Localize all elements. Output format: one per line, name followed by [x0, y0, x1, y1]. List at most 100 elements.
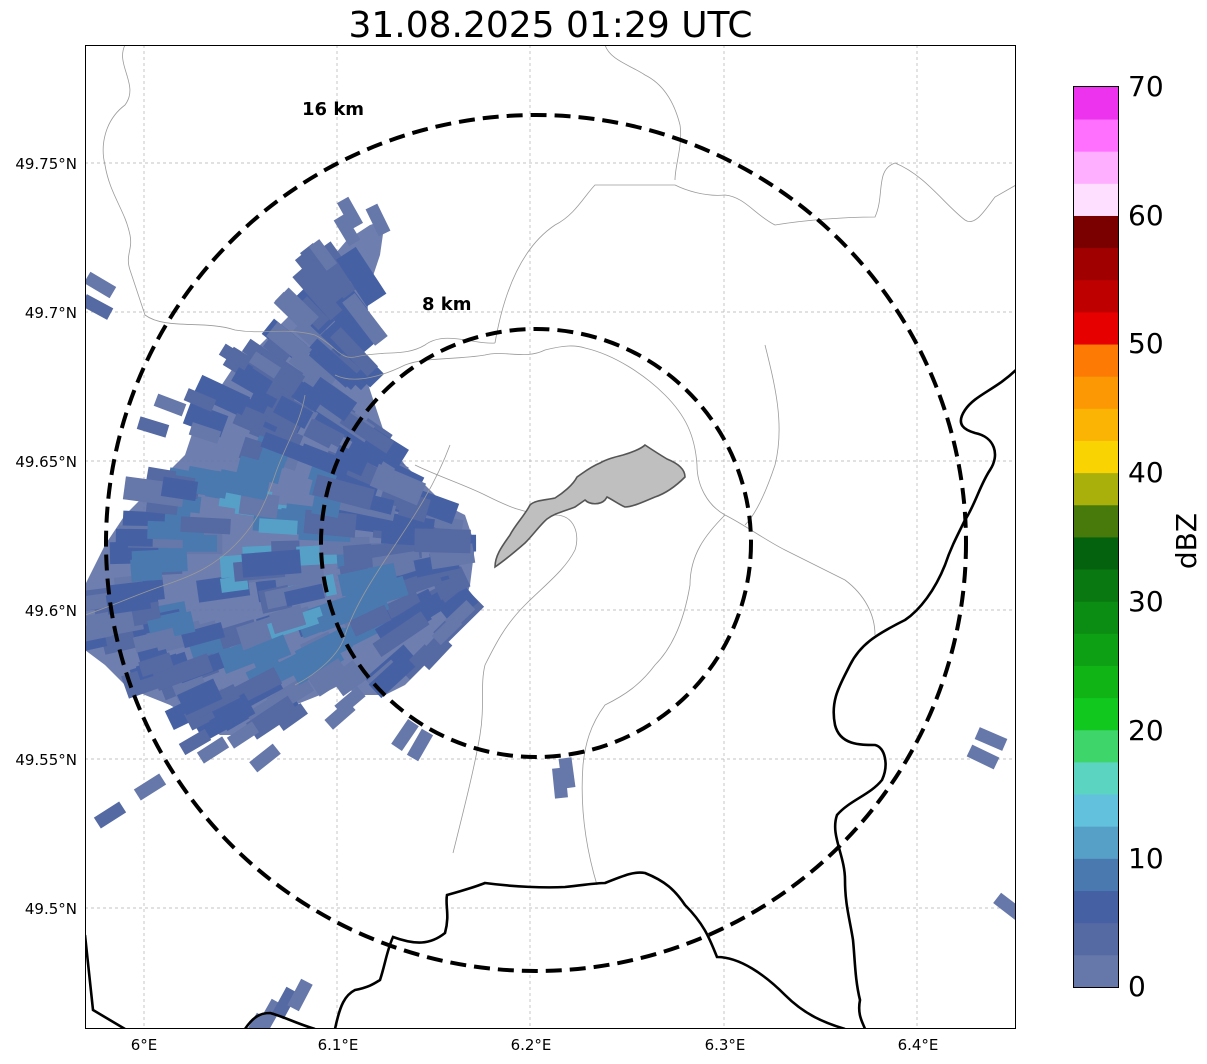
colorbar-tick-30: 30	[1128, 585, 1164, 618]
colorbar-segment	[1074, 440, 1118, 474]
radar-gate	[260, 432, 315, 466]
colorbar-frame	[1073, 86, 1119, 988]
radar-gate	[334, 686, 366, 716]
colorbar-segment	[1074, 697, 1118, 731]
radar-gate	[152, 653, 214, 691]
radar-gate	[272, 986, 298, 1020]
radar-gate	[180, 622, 225, 649]
radar-gate	[153, 393, 187, 417]
radar-gate	[345, 575, 409, 614]
radar-gate	[306, 338, 362, 390]
radar-gate	[336, 196, 364, 230]
radar-gate	[431, 566, 471, 601]
radar-gate	[302, 259, 332, 291]
radar-gate	[249, 743, 281, 773]
radar-gate	[182, 402, 229, 438]
radar-gate	[331, 444, 370, 477]
ring-label-16km: 16 km	[302, 99, 364, 120]
commune-boundary	[102, 45, 496, 358]
radar-gate	[261, 405, 302, 436]
colorbar-label: dBZ	[1170, 512, 1203, 570]
range-rings	[104, 113, 968, 973]
lon-label-6-2: 6.2°E	[510, 1036, 552, 1054]
colorbar-segment	[1074, 633, 1118, 666]
commune-boundary	[581, 514, 726, 886]
colorbar-segment	[1074, 826, 1118, 859]
radar-gate	[276, 702, 308, 732]
radar-gate	[274, 291, 306, 323]
radar-gate	[431, 614, 463, 646]
national-borders	[85, 369, 1016, 1029]
radar-gate	[348, 604, 392, 637]
colorbar-segment	[1074, 954, 1118, 988]
colorbar-segment	[1074, 183, 1118, 216]
colorbar-segment	[1074, 729, 1118, 763]
radar-gate	[160, 476, 199, 502]
colorbar-tick-0: 0	[1128, 970, 1146, 1003]
colorbar-segment	[1074, 794, 1118, 827]
radar-gate	[85, 294, 114, 320]
reflectivity-layer	[85, 196, 1016, 1029]
lon-label-6-4: 6.4°E	[897, 1036, 939, 1054]
radar-gate	[333, 213, 361, 247]
radar-gate	[262, 332, 295, 363]
border-france-luxembourg	[85, 871, 846, 1029]
radar-gate	[226, 721, 260, 749]
range-ring-8km	[319, 327, 753, 759]
radar-gate	[339, 411, 395, 454]
radar-gate	[170, 669, 208, 702]
radar-gate	[177, 678, 223, 716]
radar-gate	[236, 455, 283, 485]
commune-boundary	[494, 162, 1016, 344]
radar-gate	[330, 327, 379, 377]
ring-label-8km: 8 km	[422, 294, 472, 315]
radar-gate	[238, 490, 280, 519]
radar-gate	[188, 422, 222, 444]
radar-gate	[406, 728, 434, 762]
commune-boundary	[744, 344, 780, 526]
radar-gate	[192, 471, 229, 499]
chart-title: 31.08.2025 01:29 UTC	[348, 5, 753, 46]
radar-gate	[196, 736, 230, 764]
radar-gate	[138, 652, 174, 678]
radar-gate	[258, 518, 298, 535]
radar-gate	[303, 509, 357, 538]
radar-gate	[136, 416, 170, 438]
colorbar-segment	[1074, 312, 1118, 345]
lat-label-49-65: 49.65°N	[15, 453, 77, 471]
lat-label-49-55: 49.55°N	[15, 751, 77, 769]
colorbar-segment	[1074, 504, 1118, 538]
lon-label-6-0: 6°E	[130, 1036, 158, 1054]
colorbar-segment	[1074, 569, 1118, 602]
radar-gate	[178, 728, 212, 756]
radar-gate	[193, 374, 251, 416]
commune-boundary	[85, 394, 306, 616]
admin-boundaries	[85, 45, 1016, 886]
radar-gate	[183, 388, 217, 412]
radar-gate	[132, 627, 177, 653]
commune-boundary	[414, 464, 578, 854]
colorbar-segment	[1074, 537, 1118, 570]
radar-gate	[365, 203, 391, 237]
colorbar-segment	[1074, 858, 1118, 891]
commune-boundary	[604, 45, 682, 181]
colorbar-segment	[1074, 247, 1118, 281]
colorbar-segment	[1074, 279, 1118, 313]
colorbar-tick-10: 10	[1128, 842, 1164, 875]
radar-gate	[284, 583, 326, 607]
colorbar-segment	[1074, 151, 1118, 184]
radar-gate	[307, 418, 345, 448]
colorbar-segment	[1074, 472, 1118, 506]
colorbar-segment	[1074, 376, 1118, 409]
colorbar-segment	[1074, 601, 1118, 634]
radar-gate	[336, 246, 387, 307]
radar-gate	[266, 321, 313, 364]
radar-gate	[292, 266, 343, 321]
colorbar	[1073, 86, 1119, 988]
commune-boundary	[334, 345, 586, 380]
colorbar-tick-20: 20	[1128, 714, 1164, 747]
radar-gate	[133, 773, 167, 801]
colorbar-tick-60: 60	[1128, 199, 1164, 232]
radar-gate	[384, 590, 422, 619]
lat-label-49-60: 49.6°N	[24, 602, 77, 620]
